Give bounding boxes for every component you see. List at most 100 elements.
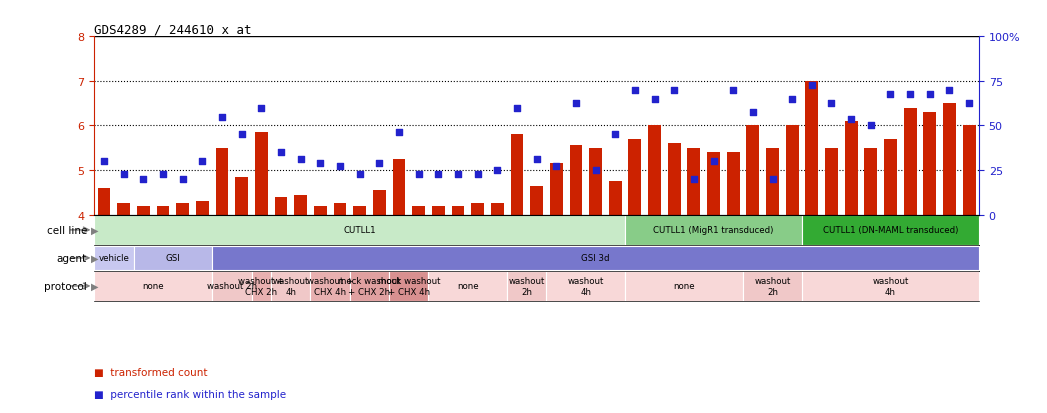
Text: washout +
CHX 4h: washout + CHX 4h bbox=[307, 277, 353, 296]
Bar bbox=[334, 204, 347, 215]
Point bbox=[351, 172, 369, 178]
Point bbox=[863, 123, 879, 129]
Point bbox=[371, 161, 387, 167]
Bar bbox=[432, 206, 445, 215]
Bar bbox=[688, 148, 700, 215]
Bar bbox=[707, 153, 720, 215]
Bar bbox=[451, 206, 464, 215]
Bar bbox=[507, 272, 547, 301]
Text: washout
4h: washout 4h bbox=[567, 277, 604, 296]
Bar bbox=[747, 126, 759, 215]
Text: vehicle: vehicle bbox=[98, 254, 130, 263]
Point bbox=[509, 105, 526, 112]
Bar bbox=[255, 133, 268, 215]
Point bbox=[410, 172, 427, 178]
Text: GSI: GSI bbox=[165, 254, 180, 263]
Point bbox=[272, 150, 289, 156]
Bar bbox=[865, 148, 877, 215]
Text: agent: agent bbox=[57, 253, 87, 263]
Point bbox=[901, 92, 918, 98]
Bar bbox=[176, 204, 190, 215]
Point bbox=[292, 156, 309, 163]
Text: mock washout
+ CHX 4h: mock washout + CHX 4h bbox=[378, 277, 440, 296]
Text: washout
4h: washout 4h bbox=[272, 277, 309, 296]
Point bbox=[528, 156, 544, 163]
Text: none: none bbox=[673, 282, 695, 291]
Bar bbox=[825, 148, 838, 215]
Point bbox=[803, 83, 820, 89]
Bar bbox=[963, 126, 976, 215]
Point bbox=[332, 163, 349, 169]
Bar bbox=[216, 148, 228, 215]
Point bbox=[567, 101, 584, 107]
Bar bbox=[236, 177, 248, 215]
Bar bbox=[625, 216, 802, 245]
Point bbox=[823, 101, 840, 107]
Text: ■  percentile rank within the sample: ■ percentile rank within the sample bbox=[94, 389, 287, 399]
Bar bbox=[213, 246, 979, 271]
Text: CUTLL1 (DN-MAML transduced): CUTLL1 (DN-MAML transduced) bbox=[823, 226, 958, 235]
Text: washout
2h: washout 2h bbox=[509, 277, 544, 296]
Text: washout
2h: washout 2h bbox=[754, 277, 790, 296]
Bar bbox=[134, 246, 213, 271]
Point bbox=[646, 96, 663, 103]
Point bbox=[843, 116, 860, 123]
Bar bbox=[589, 148, 602, 215]
Text: cell line: cell line bbox=[46, 225, 87, 235]
Point bbox=[174, 176, 192, 183]
Bar bbox=[628, 140, 641, 215]
Text: ▶: ▶ bbox=[91, 281, 98, 291]
Bar bbox=[471, 204, 484, 215]
Point bbox=[941, 87, 958, 94]
Text: none: none bbox=[142, 282, 164, 291]
Point bbox=[961, 101, 978, 107]
Bar bbox=[805, 82, 818, 215]
Text: CUTLL1: CUTLL1 bbox=[343, 226, 376, 235]
Text: washout +
CHX 2h: washout + CHX 2h bbox=[238, 277, 285, 296]
Point bbox=[882, 92, 898, 98]
Bar bbox=[294, 195, 307, 215]
Bar bbox=[625, 272, 743, 301]
Bar bbox=[157, 206, 170, 215]
Bar bbox=[213, 272, 251, 301]
Point bbox=[626, 87, 643, 94]
Bar bbox=[271, 272, 311, 301]
Bar bbox=[353, 206, 366, 215]
Point bbox=[607, 132, 624, 138]
Point bbox=[764, 176, 781, 183]
Point bbox=[587, 167, 604, 174]
Text: GSI 3d: GSI 3d bbox=[581, 254, 609, 263]
Text: ■  transformed count: ■ transformed count bbox=[94, 367, 207, 377]
Point bbox=[391, 130, 407, 136]
Bar bbox=[802, 272, 979, 301]
Point bbox=[921, 92, 938, 98]
Bar bbox=[904, 108, 916, 215]
Bar bbox=[117, 204, 130, 215]
Bar bbox=[389, 272, 428, 301]
Bar bbox=[943, 104, 956, 215]
Point bbox=[233, 132, 250, 138]
Bar bbox=[491, 204, 504, 215]
Point bbox=[489, 167, 506, 174]
Bar bbox=[511, 135, 524, 215]
Text: GDS4289 / 244610_x_at: GDS4289 / 244610_x_at bbox=[94, 23, 251, 36]
Bar bbox=[350, 272, 389, 301]
Bar bbox=[766, 148, 779, 215]
Point bbox=[548, 163, 564, 169]
Point bbox=[449, 172, 466, 178]
Bar bbox=[137, 206, 150, 215]
Bar bbox=[845, 122, 857, 215]
Bar bbox=[609, 182, 622, 215]
Bar bbox=[393, 159, 405, 215]
Point bbox=[214, 114, 230, 121]
Bar bbox=[648, 126, 661, 215]
Bar bbox=[196, 202, 208, 215]
Point bbox=[155, 172, 172, 178]
Text: ▶: ▶ bbox=[91, 225, 98, 235]
Point bbox=[469, 172, 486, 178]
Point bbox=[95, 159, 112, 165]
Point bbox=[686, 176, 703, 183]
Text: ▶: ▶ bbox=[91, 253, 98, 263]
Bar bbox=[727, 153, 739, 215]
Bar bbox=[547, 272, 625, 301]
